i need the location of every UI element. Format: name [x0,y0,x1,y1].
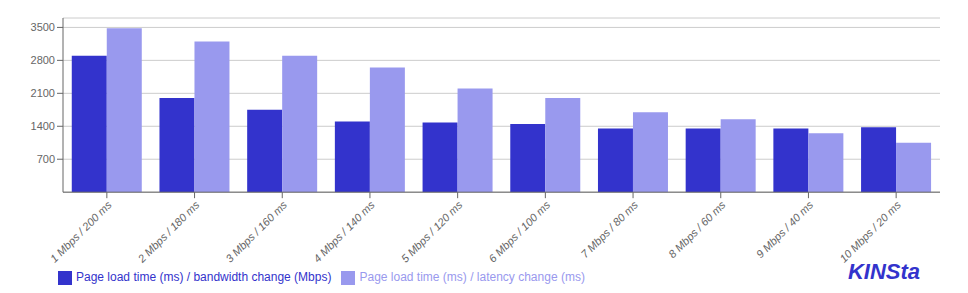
svg-text:8 Mbps / 60 ms: 8 Mbps / 60 ms [666,198,728,260]
svg-text:2 Mbps / 180 ms: 2 Mbps / 180 ms [135,198,202,265]
svg-text:6 Mbps / 100 ms: 6 Mbps / 100 ms [486,198,552,264]
svg-text:1 Mbps / 200 ms: 1 Mbps / 200 ms [48,198,114,264]
svg-text:9 Mbps / 40 ms: 9 Mbps / 40 ms [754,198,816,260]
html-text:Page load time (ms) / latency: Page load time (ms) / latency change (ms… [359,270,585,285]
svg-text:2100: 2100 [31,87,55,99]
svg-text:5 Mbps / 120 ms: 5 Mbps / 120 ms [399,198,465,264]
svg-text:3 Mbps / 160 ms: 3 Mbps / 160 ms [223,198,289,264]
svg-text:1400: 1400 [31,120,55,132]
html-text:KINSta: KINSta [847,259,920,284]
svg-text:700: 700 [37,153,55,165]
svg-text:7 Mbps / 80 ms: 7 Mbps / 80 ms [578,198,640,260]
svg-text:10 Mbps / 20 ms: 10 Mbps / 20 ms [837,198,903,264]
svg-text:3500: 3500 [31,21,55,33]
svg-text:2800: 2800 [31,54,55,66]
svg-text:4 Mbps / 140 ms: 4 Mbps / 140 ms [311,198,377,264]
html-text:Page load time (ms) / bandwidt: Page load time (ms) / bandwidth change (… [76,270,332,285]
